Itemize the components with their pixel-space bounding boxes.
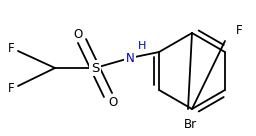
Text: N: N	[126, 52, 134, 64]
Text: S: S	[91, 61, 99, 75]
Text: F: F	[8, 41, 14, 55]
Text: F: F	[236, 24, 242, 38]
Text: F: F	[8, 83, 14, 95]
Text: O: O	[73, 27, 83, 41]
Text: H: H	[138, 41, 146, 51]
Text: Br: Br	[184, 118, 197, 131]
Text: O: O	[108, 95, 118, 109]
